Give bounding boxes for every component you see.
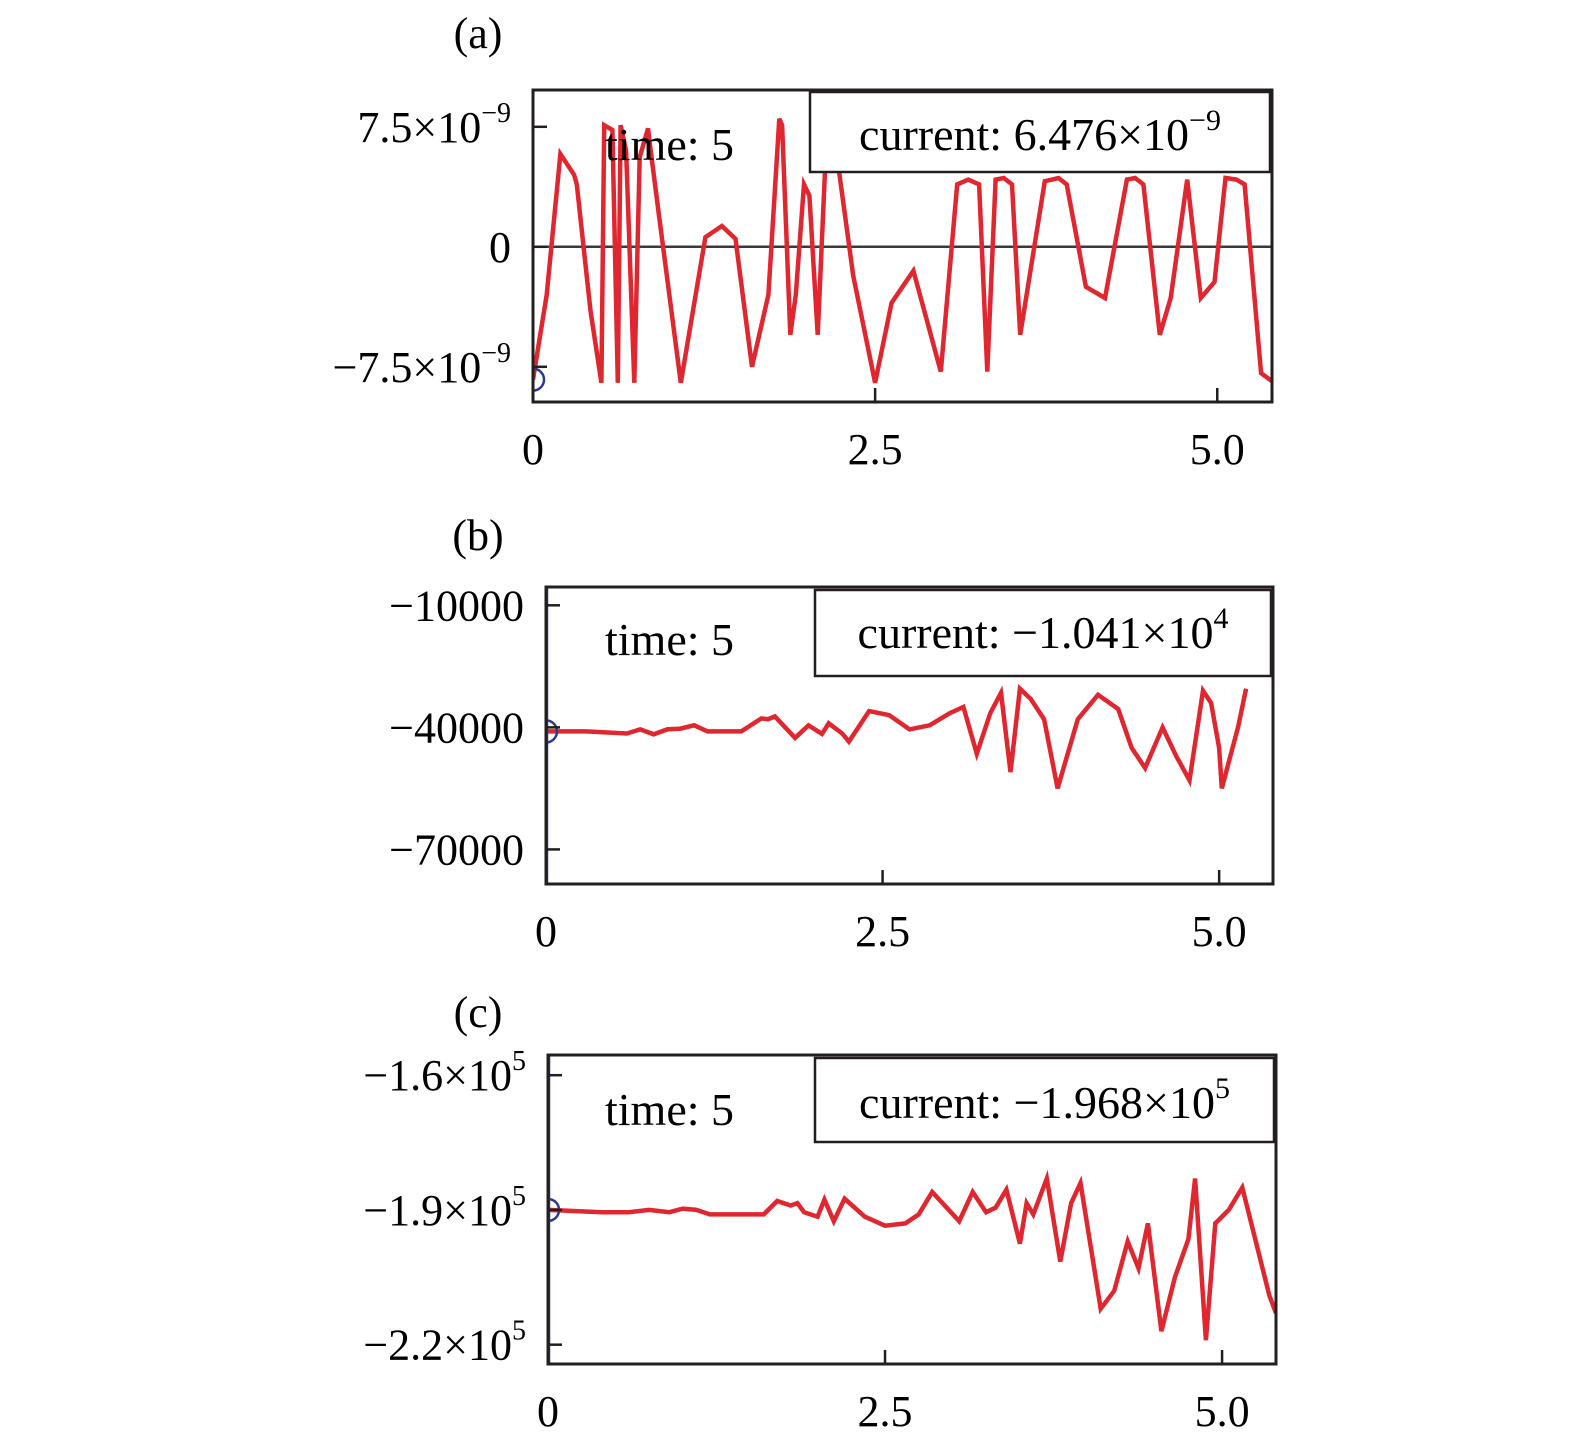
- plot-frame: [544, 585, 1275, 886]
- current-value-text: current: −1.968×105: [859, 1072, 1230, 1128]
- y-tick-label: −7.5×10−9: [333, 338, 511, 392]
- panel-label: (c): [454, 988, 503, 1037]
- y-tick-mantissa: −40000: [389, 703, 524, 752]
- current-exponent: −9: [1189, 104, 1221, 137]
- y-tick-mantissa: −70000: [389, 825, 524, 874]
- current-mantissa: −1.041×10: [1012, 607, 1213, 658]
- x-tick-label: 0: [522, 425, 544, 474]
- x-tick-label: 2.5: [858, 1387, 913, 1436]
- y-tick-label: −2.2×105: [363, 1316, 526, 1370]
- y-tick-mantissa: −7.5×10: [333, 343, 482, 392]
- y-tick-mantissa: 7.5×10: [357, 103, 481, 152]
- chart-panel-b: (b) 0 2.5 5.0 −10000 −40000 −70000 time: 5 curre…: [389, 511, 1275, 956]
- current-value-text: current: 6.476×10−9: [859, 104, 1221, 160]
- x-tick-label: 0: [537, 1387, 559, 1436]
- current-prefix: current:: [858, 607, 1013, 658]
- x-tick-label: 2.5: [855, 907, 910, 956]
- y-tick-exponent: −9: [481, 98, 511, 129]
- current-value-box: [808, 90, 1272, 174]
- y-tick-label: 7.5×10−9: [357, 98, 511, 152]
- current-mantissa: 6.476×10: [1014, 109, 1189, 160]
- x-tick-label: 5.0: [1190, 425, 1245, 474]
- panel-label: (a): [454, 9, 503, 58]
- current-mantissa: −1.968×10: [1014, 1077, 1215, 1128]
- y-tick-label: −1.6×105: [363, 1046, 526, 1100]
- data-series-line: [548, 1169, 1276, 1341]
- y-tick-mantissa: −10000: [389, 581, 524, 630]
- current-prefix: current:: [859, 109, 1014, 160]
- x-tick-label: 2.5: [848, 425, 903, 474]
- y-tick-label: −1.9×105: [363, 1181, 526, 1235]
- chart-panel-c: (c)0 2.5 5.0−1.6×105−1.9×105−2.2×105time: …: [363, 988, 1278, 1436]
- current-exponent: 5: [1215, 1072, 1230, 1105]
- x-tick-label: 5.0: [1195, 1387, 1250, 1436]
- time-label: time: 5: [605, 1084, 734, 1135]
- y-tick-mantissa: −1.9×10: [363, 1186, 512, 1235]
- y-tick-label: 0: [489, 223, 511, 272]
- y-tick-exponent: 5: [512, 1316, 526, 1347]
- y-tick-label: −40000: [389, 703, 524, 752]
- current-exponent: 4: [1213, 602, 1228, 635]
- y-tick-exponent: −9: [481, 338, 511, 369]
- x-tick-label: 5.0: [1192, 907, 1247, 956]
- time-cursor-marker: [532, 367, 546, 392]
- current-value-box: [813, 588, 1273, 678]
- current-value-box: [813, 1056, 1276, 1144]
- time-label: time: 5: [605, 614, 734, 665]
- y-tick-mantissa: −1.6×10: [363, 1051, 512, 1100]
- time-label: time: 5: [605, 119, 734, 170]
- panel-label: (b): [452, 511, 503, 560]
- y-tick-exponent: 5: [512, 1046, 526, 1077]
- y-tick-mantissa: −2.2×10: [363, 1321, 512, 1370]
- current-prefix: current:: [859, 1077, 1014, 1128]
- y-tick-label: −10000: [389, 581, 524, 630]
- time-cursor-marker: [545, 719, 559, 744]
- y-tick-label: −70000: [389, 825, 524, 874]
- y-tick-exponent: 5: [512, 1181, 526, 1212]
- current-value-text: current: −1.041×104: [858, 602, 1229, 658]
- x-tick-label: 0: [535, 907, 557, 956]
- data-series-line: [546, 683, 1249, 790]
- y-tick-mantissa: 0: [489, 223, 511, 272]
